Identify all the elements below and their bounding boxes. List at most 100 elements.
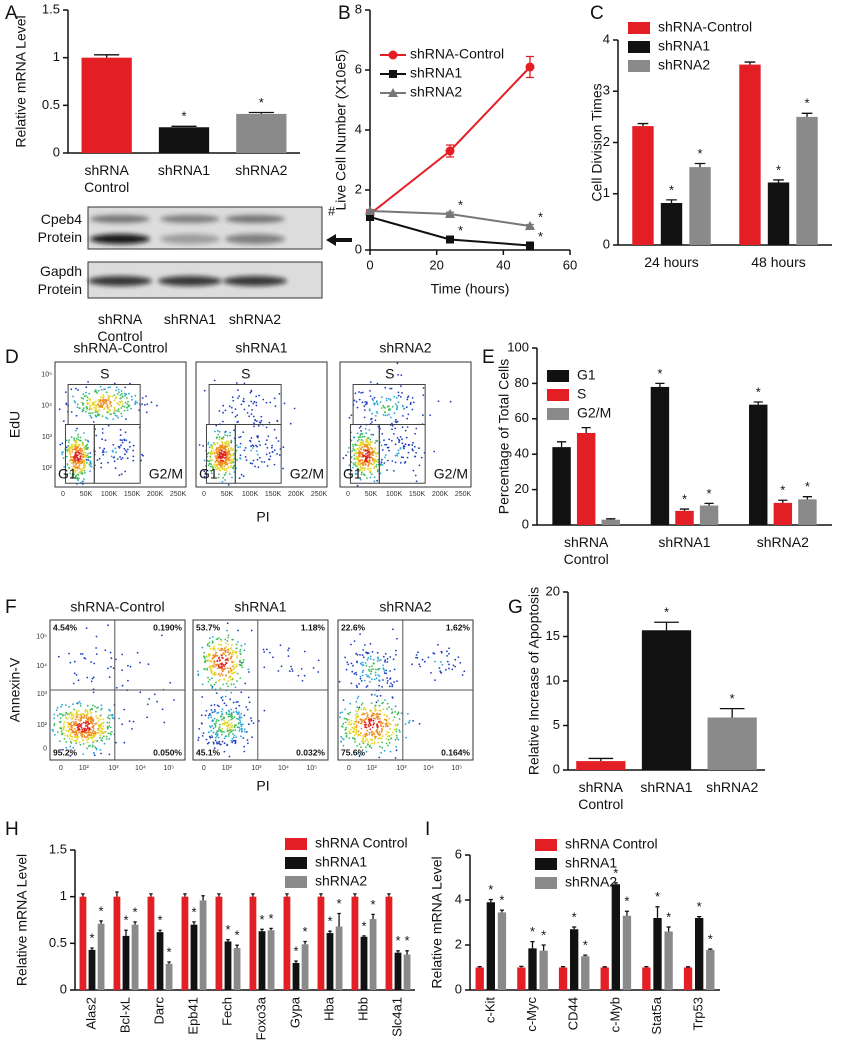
event-dot: [103, 735, 105, 738]
event-dot: [70, 446, 73, 449]
event-dot: [69, 735, 72, 738]
event-dot: [97, 725, 100, 727]
event-dot: [70, 436, 73, 438]
event-dot: [207, 681, 210, 683]
event-dot: [409, 401, 412, 404]
event-dot: [201, 646, 204, 649]
event-dot: [75, 722, 77, 725]
event-dot: [364, 427, 367, 430]
row-label: Gapdh Protein: [38, 263, 82, 297]
event-dot: [209, 736, 212, 739]
x-tick-label-line: shRNA: [579, 779, 624, 795]
event-dot: [312, 667, 315, 669]
event-dot: [356, 744, 359, 747]
event-dot: [124, 401, 127, 404]
event-dot: [293, 407, 296, 410]
event-dot: [357, 468, 360, 470]
event-dot: [107, 386, 110, 389]
event-dot: [91, 677, 94, 680]
event-dot: [370, 715, 373, 718]
event-dot: [143, 404, 146, 406]
event-dot: [226, 649, 229, 651]
event-dot: [222, 476, 225, 479]
event-dot: [213, 673, 216, 676]
event-dot: [75, 387, 77, 390]
event-dot: [85, 448, 88, 451]
event-dot: [394, 427, 397, 430]
event-dot: [370, 718, 373, 721]
event-dot: [221, 740, 224, 743]
event-dot: [77, 451, 80, 453]
event-dot: [209, 457, 212, 459]
event-dot: [368, 454, 370, 456]
event-dot: [63, 737, 66, 740]
event-dot: [411, 663, 413, 666]
event-dot: [140, 459, 143, 462]
y-axis-label: Live Cell Number (X10e5): [333, 49, 349, 210]
error-bar: [624, 910, 630, 916]
event-dot: [411, 448, 414, 451]
event-dot: [94, 411, 97, 413]
y-tick-label: 1: [53, 49, 60, 64]
event-dot: [263, 709, 266, 712]
event-dot: [103, 447, 106, 450]
event-dot: [378, 679, 380, 682]
event-dot: [363, 462, 366, 464]
event-dot: [338, 680, 341, 683]
event-dot: [93, 732, 96, 735]
event-dot: [353, 457, 356, 460]
event-dot: [386, 414, 389, 417]
event-dot: [365, 444, 368, 447]
event-dot: [228, 675, 231, 678]
event-dot: [382, 413, 385, 416]
event-dot: [77, 479, 79, 482]
event-dot: [395, 396, 398, 399]
event-dot: [419, 665, 421, 668]
event-dot: [342, 699, 345, 701]
event-dot: [235, 663, 238, 666]
event-dot: [221, 454, 224, 457]
event-dot: [387, 744, 389, 747]
bar: [642, 967, 651, 990]
bar: [664, 931, 673, 990]
event-dot: [85, 444, 88, 447]
error-bar: [801, 112, 813, 117]
event-dot: [107, 410, 110, 413]
legend-label: shRNA-Control: [410, 46, 504, 62]
event-dot: [388, 717, 391, 720]
x-tick-label: 10⁴: [135, 765, 146, 772]
event-dot: [372, 458, 374, 461]
event-dot: [372, 463, 374, 466]
error-bar: [644, 965, 649, 968]
event-dot: [359, 677, 362, 680]
event-dot: [363, 644, 366, 646]
event-dot: [390, 734, 393, 736]
event-dot: [110, 665, 112, 668]
event-dot: [212, 465, 215, 468]
significance-mark: *: [235, 928, 240, 943]
event-dot: [459, 662, 462, 664]
event-dot: [233, 716, 236, 719]
significance-mark: *: [225, 922, 230, 937]
event-dot: [348, 464, 351, 467]
event-dot: [300, 668, 303, 670]
event-dot: [211, 666, 214, 669]
event-dot: [79, 725, 81, 728]
event-dot: [229, 652, 231, 654]
event-dot: [227, 636, 230, 639]
event-dot: [360, 680, 363, 682]
event-dot: [96, 729, 99, 732]
event-dot: [352, 737, 355, 739]
bar: [576, 432, 596, 525]
event-dot: [62, 714, 64, 717]
event-dot: [120, 415, 123, 418]
event-dot: [109, 726, 112, 729]
event-dot: [110, 714, 113, 716]
event-dot: [214, 733, 217, 735]
event-dot: [153, 693, 156, 696]
event-dot: [229, 727, 231, 729]
event-dot: [225, 711, 228, 714]
event-dot: [83, 471, 86, 474]
event-dot: [132, 459, 135, 462]
event-dot: [353, 672, 356, 675]
